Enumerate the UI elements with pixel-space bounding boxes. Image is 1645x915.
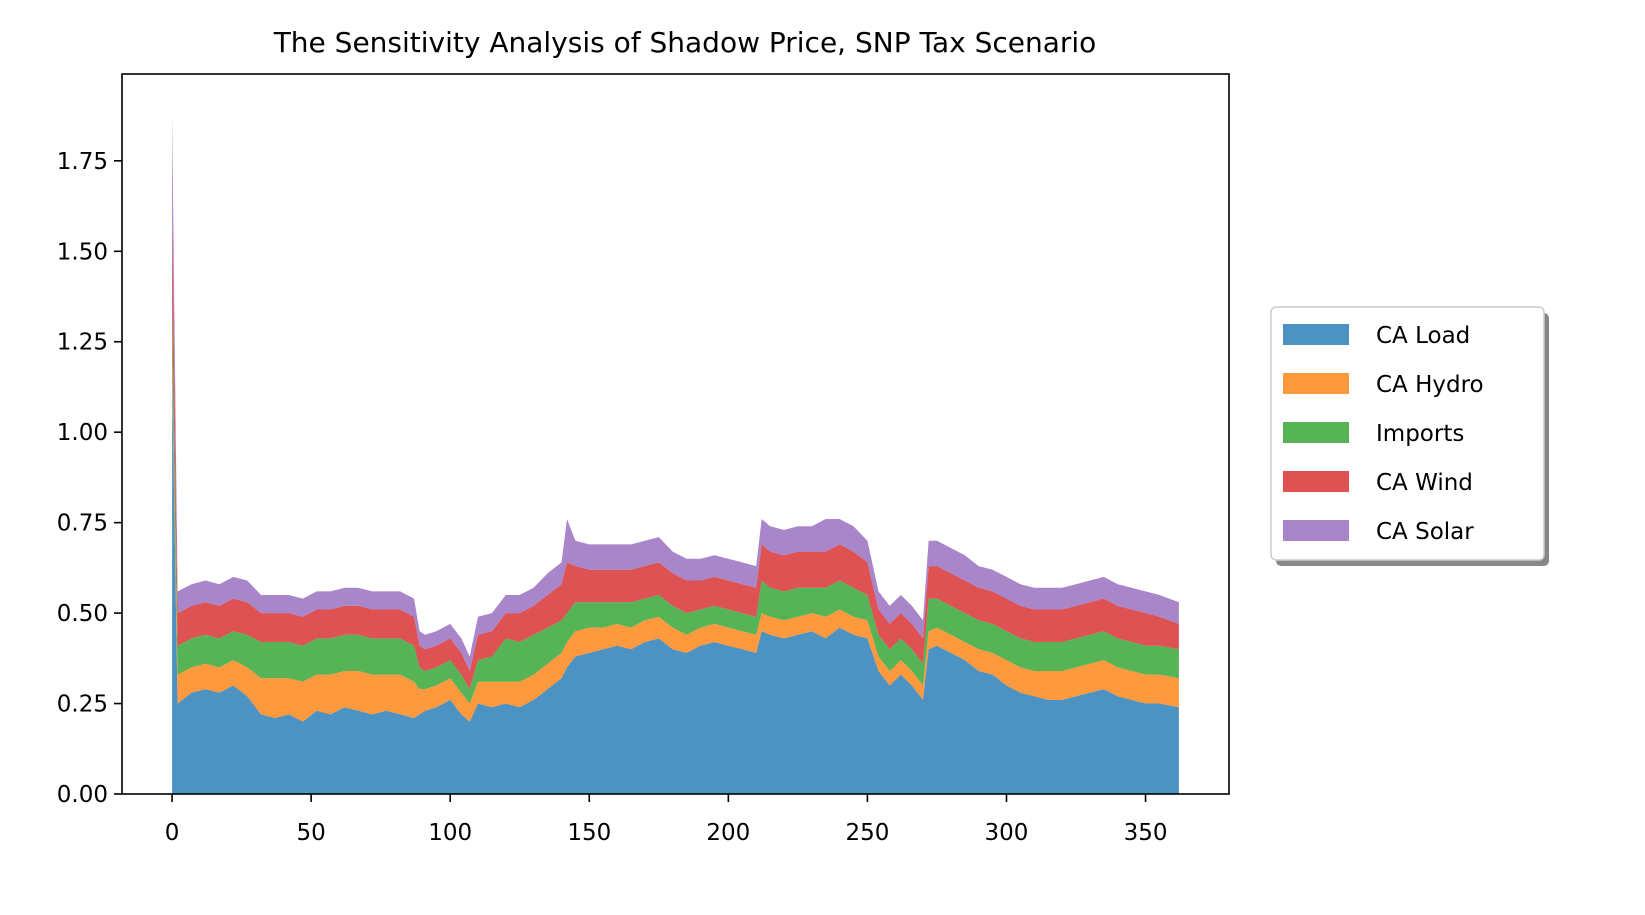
y-tick-label: 1.00 xyxy=(57,420,108,446)
y-tick-label: 0.75 xyxy=(57,511,108,537)
x-tick-label: 300 xyxy=(985,820,1029,846)
legend-swatch-ca-load xyxy=(1283,324,1349,345)
legend-swatch-ca-wind xyxy=(1283,471,1349,492)
legend-swatch-imports xyxy=(1283,422,1349,443)
legend-box xyxy=(1270,306,1545,561)
y-tick-label: 0.25 xyxy=(57,692,108,718)
y-tick-label: 1.25 xyxy=(57,330,108,356)
legend-swatch-ca-hydro xyxy=(1283,373,1349,394)
legend: CA Load CA Hydro Imports CA Wind CA Solar xyxy=(1270,306,1549,566)
legend-label: CA Load xyxy=(1376,323,1470,349)
x-tick-label: 100 xyxy=(428,820,472,846)
area-ca-wind xyxy=(172,215,1179,690)
chart-title: The Sensitivity Analysis of Shadow Price… xyxy=(273,26,1097,59)
x-tick-label: 250 xyxy=(845,820,889,846)
x-tick-label: 50 xyxy=(296,820,325,846)
x-tick-label: 150 xyxy=(567,820,611,846)
y-tick-label: 0.50 xyxy=(57,601,108,627)
plot-area-frame xyxy=(121,73,1230,795)
legend-label: CA Hydro xyxy=(1376,372,1484,398)
area-series-group xyxy=(172,113,1179,794)
x-axis: 0 50 100 150 200 250 300 350 xyxy=(165,794,1168,846)
y-tick-label: 1.75 xyxy=(57,149,108,175)
area-ca-load xyxy=(172,377,1179,794)
x-tick-label: 350 xyxy=(1124,820,1168,846)
area-imports xyxy=(172,305,1179,704)
legend-swatch-ca-solar xyxy=(1283,520,1349,541)
legend-label: CA Wind xyxy=(1376,470,1473,496)
area-ca-hydro xyxy=(172,359,1179,722)
legend-label: CA Solar xyxy=(1376,519,1474,545)
area-ca-solar xyxy=(172,113,1179,672)
y-axis: 0.00 0.25 0.50 0.75 1.00 1.25 1.50 1.75 xyxy=(57,149,122,808)
legend-label: Imports xyxy=(1376,421,1464,447)
y-tick-label: 1.50 xyxy=(57,239,108,265)
y-tick-label: 0.00 xyxy=(57,782,108,808)
x-tick-label: 0 xyxy=(165,820,180,846)
x-tick-label: 200 xyxy=(706,820,750,846)
